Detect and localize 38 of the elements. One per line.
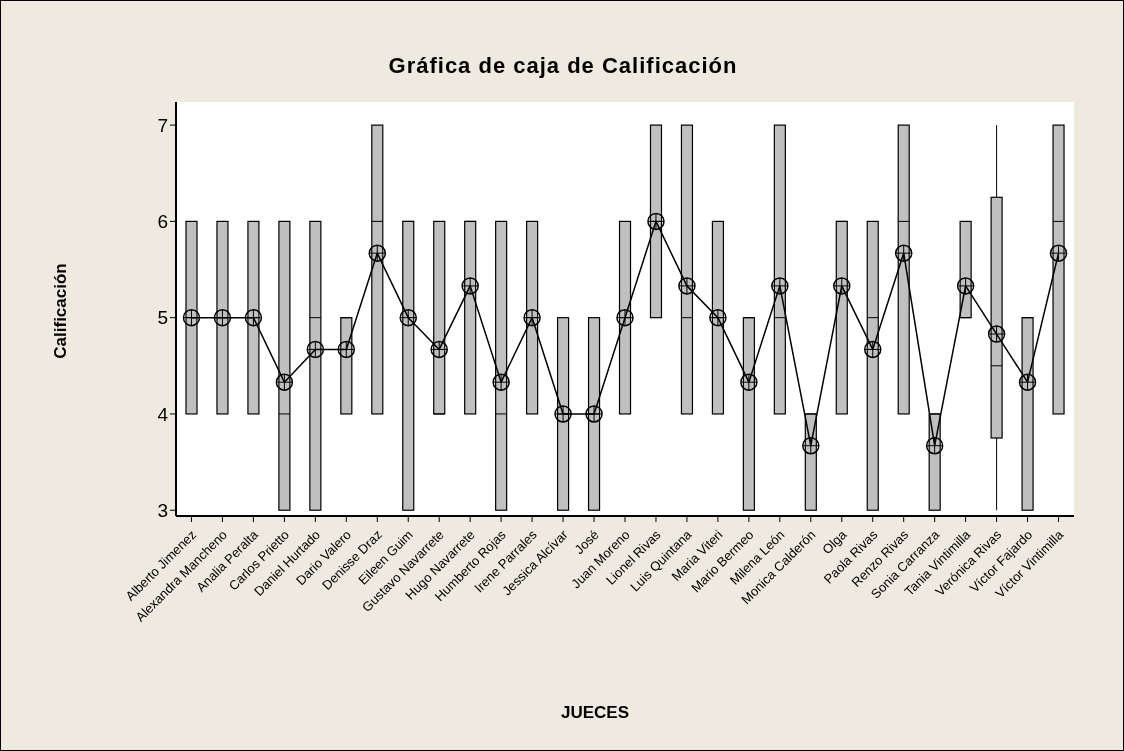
point [956, 277, 975, 295]
point [399, 308, 417, 327]
point [647, 212, 665, 231]
point [802, 436, 820, 455]
point [492, 373, 510, 391]
point [585, 405, 603, 423]
point [461, 277, 479, 295]
point [863, 340, 882, 359]
point [368, 244, 387, 262]
x-tick-label: Olga [819, 526, 850, 558]
point [337, 340, 356, 359]
point [430, 340, 448, 359]
point [771, 277, 789, 295]
y-tick-label: 7 [157, 114, 168, 136]
point [554, 405, 572, 423]
y-tick-label: 5 [157, 307, 168, 329]
y-axis-title: Calificación [51, 263, 71, 359]
y-tick-label: 3 [157, 499, 168, 521]
point [709, 308, 727, 327]
point [1049, 244, 1068, 262]
chart-title: Gráfica de caja de Calificación [387, 53, 739, 79]
point [616, 308, 634, 327]
y-tick-label: 6 [157, 211, 168, 233]
point [1018, 373, 1037, 391]
point [182, 308, 201, 327]
point [306, 340, 325, 359]
x-axis-title: JUECES [561, 703, 630, 723]
point [925, 436, 944, 455]
point [213, 308, 232, 327]
point [833, 277, 851, 295]
y-tick-label: 4 [157, 403, 169, 425]
point [678, 277, 696, 295]
point [523, 308, 541, 327]
point [275, 373, 294, 391]
point [987, 325, 1006, 343]
point [244, 308, 263, 327]
point [740, 373, 758, 391]
point [894, 244, 913, 262]
